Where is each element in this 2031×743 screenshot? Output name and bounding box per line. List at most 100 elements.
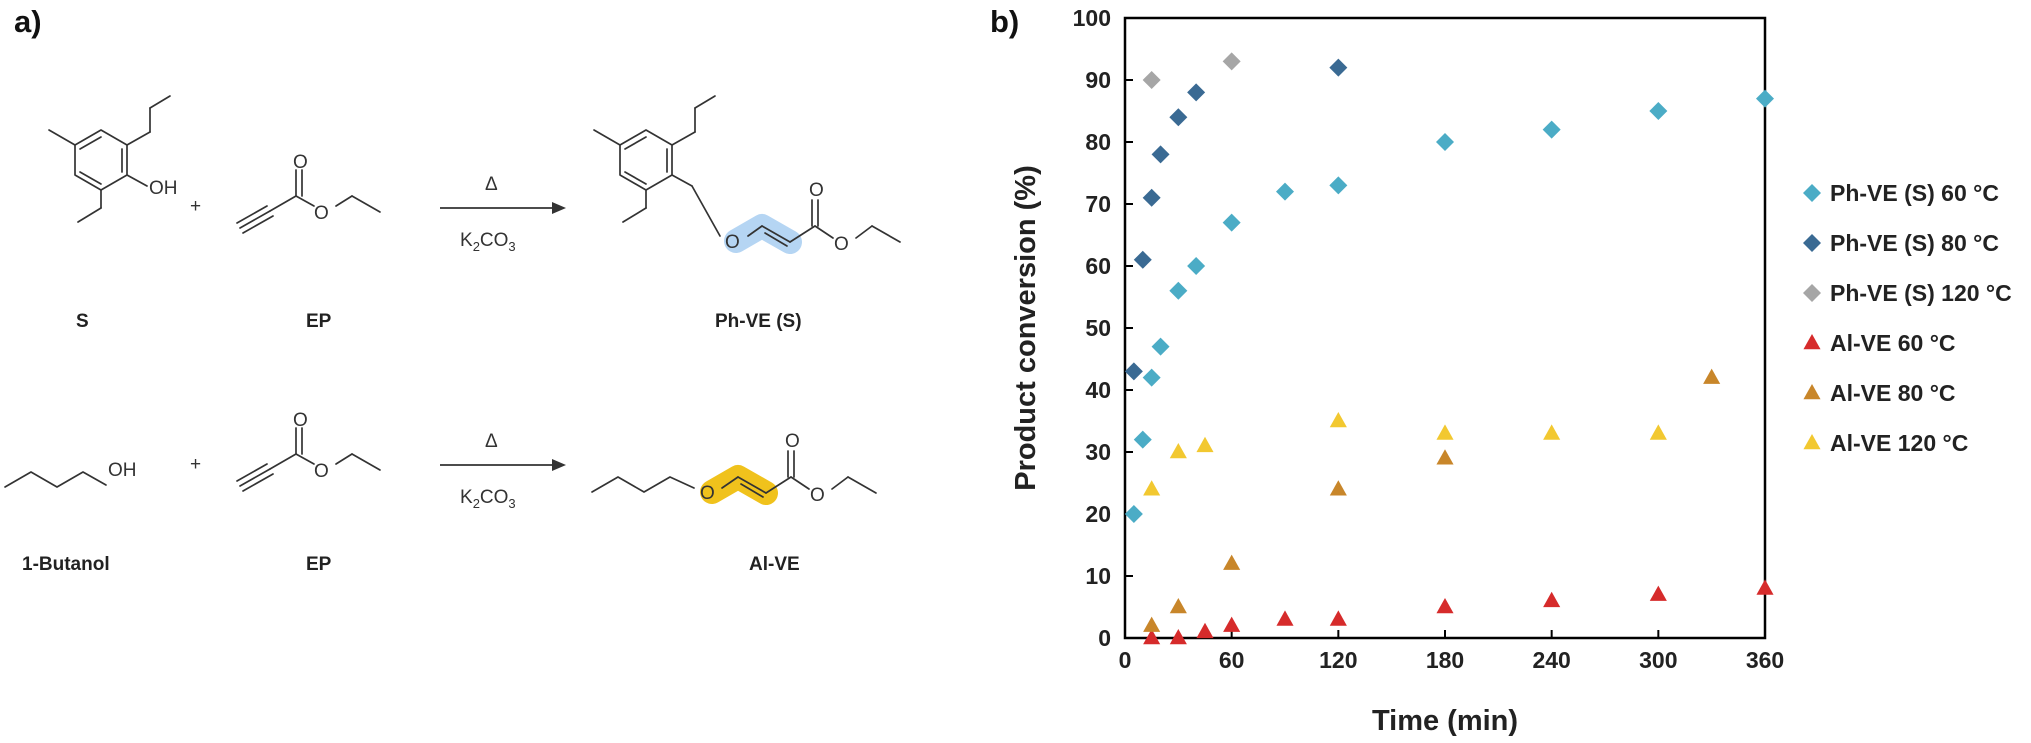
series-ph-ve-s-120-c	[1142, 52, 1241, 89]
product-al-ve-label: Al-VE	[749, 554, 800, 575]
legend-item-ph-ve-s-120-c: Ph-VE (S) 120 °C	[1803, 280, 2012, 306]
x-tick-label: 180	[1426, 647, 1464, 673]
y-tick-label: 90	[1085, 67, 1111, 93]
data-point	[1329, 480, 1347, 496]
data-point	[1223, 554, 1241, 570]
x-tick-label: 120	[1319, 647, 1357, 673]
legend-label: Ph-VE (S) 120 °C	[1830, 280, 2012, 306]
data-point	[1142, 188, 1161, 207]
y-tick-label: 0	[1098, 625, 1111, 651]
data-point	[1133, 250, 1152, 269]
data-markers	[1124, 52, 1774, 645]
panel-b-label: b)	[990, 4, 1019, 39]
data-point	[1151, 337, 1170, 356]
legend-item-al-ve-120-c: Al-VE 120 °C	[1803, 430, 1968, 456]
data-point	[1276, 182, 1294, 201]
molecule-ep-structure: O O	[236, 152, 381, 234]
data-point	[1222, 213, 1241, 232]
series-al-ve-80-c	[1143, 368, 1721, 632]
reactant-ep-label: EP	[306, 311, 332, 332]
x-axis: 0 60 120 180 240 300 360	[1119, 630, 1784, 673]
reactant-s-label: S	[76, 311, 89, 332]
atom-carbonyl-o-1: O	[809, 180, 824, 201]
data-point	[1187, 257, 1206, 275]
legend-marker	[1803, 384, 1821, 400]
condition-heat-2: Δ	[485, 431, 498, 452]
data-point	[1329, 58, 1348, 77]
y-axis-title: Product conversion (%)	[1010, 165, 1042, 491]
molecule-butanol-structure: OH	[4, 460, 137, 488]
atom-ether-o-2: O	[700, 483, 715, 504]
highlight-vinyl-ether-1	[724, 214, 802, 254]
product-ph-ve-structure: O O O	[593, 95, 901, 255]
data-point	[1124, 362, 1143, 381]
data-point	[1196, 622, 1214, 639]
product-ph-ve-label: Ph-VE (S)	[715, 311, 802, 332]
atom-oh-label: OH	[149, 178, 178, 199]
legend: Ph-VE (S) 60 °C Ph-VE (S) 80 °C Ph-VE (S) …	[1803, 180, 2012, 456]
reaction-2: OH 1-Butanol + O O EP Δ K2CO3	[4, 410, 877, 575]
atom-ether-o-1: O	[725, 232, 740, 253]
panel-a-label: a)	[14, 4, 42, 39]
y-tick-label: 40	[1085, 377, 1111, 403]
data-point	[1142, 71, 1161, 89]
product-al-ve-structure: O O O	[591, 431, 877, 506]
atom-carbonyl-o-2: O	[293, 410, 308, 431]
atom-ester-o: O	[314, 203, 329, 224]
data-point	[1196, 436, 1214, 453]
x-tick-label: 60	[1219, 647, 1245, 673]
legend-label: Al-VE 80 °C	[1830, 380, 1956, 406]
legend-marker	[1803, 284, 1821, 302]
arrow-head-1	[552, 202, 566, 214]
condition-heat-1: Δ	[485, 174, 498, 195]
legend-label: Ph-VE (S) 80 °C	[1830, 230, 1999, 256]
y-tick-label: 10	[1085, 563, 1111, 589]
data-point	[1649, 424, 1667, 440]
legend-item-al-ve-80-c: Al-VE 80 °C	[1803, 380, 1956, 406]
legend-item-ph-ve-s-60-c: Ph-VE (S) 60 °C	[1803, 180, 1999, 206]
y-tick-label: 70	[1085, 191, 1111, 217]
data-point	[1543, 424, 1561, 440]
legend-marker	[1803, 184, 1821, 202]
data-point	[1543, 591, 1561, 608]
y-tick-label: 20	[1085, 501, 1111, 527]
reaction-1: OH S + O O EP Δ K2CO3	[48, 95, 901, 332]
y-tick-label: 100	[1073, 5, 1111, 31]
legend-item-al-ve-60-c: Al-VE 60 °C	[1803, 330, 1956, 356]
series-al-ve-60-c	[1143, 579, 1774, 645]
legend-marker	[1803, 334, 1821, 350]
series-ph-ve-s-80-c	[1124, 58, 1348, 381]
x-tick-label: 240	[1532, 647, 1570, 673]
data-point	[1169, 443, 1187, 459]
reactant-butanol-label: 1-Butanol	[22, 554, 110, 575]
x-tick-label: 0	[1119, 647, 1132, 673]
data-point	[1436, 449, 1454, 465]
conversion-chart: 0 60 120 180 240 300 360 0 10 20 30 40 50 60 70 80 90 10…	[1010, 5, 2012, 737]
y-tick-label: 60	[1085, 253, 1111, 279]
data-point	[1329, 176, 1348, 195]
data-point	[1187, 83, 1206, 102]
atom-carbonyl-o: O	[293, 152, 308, 173]
x-tick-label: 300	[1639, 647, 1677, 673]
data-point	[1436, 598, 1454, 614]
data-point	[1151, 145, 1170, 164]
data-point	[1169, 108, 1188, 127]
data-point	[1436, 424, 1454, 440]
y-tick-label: 30	[1085, 439, 1111, 465]
legend-label: Ph-VE (S) 60 °C	[1830, 180, 1999, 206]
data-point	[1276, 610, 1294, 626]
plus-sign-2: +	[190, 454, 201, 475]
molecule-s-structure: OH	[48, 95, 178, 223]
legend-label: Al-VE 60 °C	[1830, 330, 1956, 356]
data-point	[1756, 579, 1774, 595]
highlight-vinyl-ether-2	[700, 465, 778, 505]
x-axis-title: Time (min)	[1372, 705, 1518, 737]
data-point	[1756, 89, 1774, 108]
data-point	[1542, 120, 1561, 139]
plus-sign: +	[190, 196, 201, 217]
atom-ester-o-2: O	[314, 461, 329, 482]
data-point	[1329, 610, 1347, 626]
data-point	[1223, 616, 1241, 632]
arrow-head-2	[552, 459, 566, 471]
